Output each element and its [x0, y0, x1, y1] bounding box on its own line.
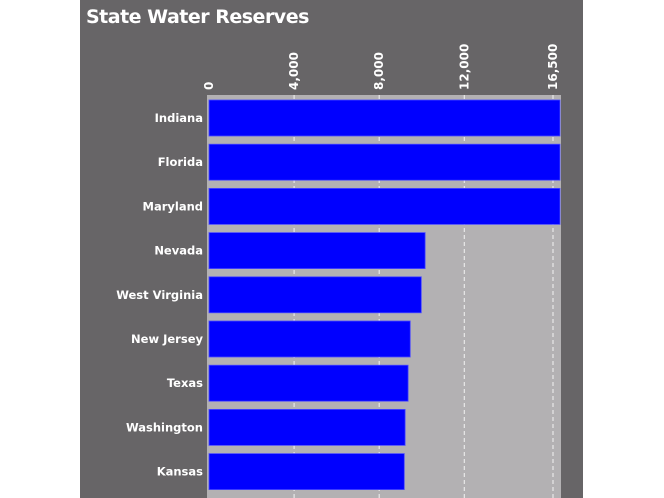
bar-kansas: [208, 453, 405, 491]
bar-west-virginia: [208, 276, 422, 314]
category-label: Florida: [158, 155, 203, 169]
x-tick-label: 0: [202, 82, 216, 90]
category-label: Kansas: [157, 465, 203, 479]
bar-new-jersey: [208, 320, 411, 358]
x-tick-label: 16,500: [546, 44, 560, 90]
category-label: Nevada: [154, 244, 203, 258]
category-label: Maryland: [143, 199, 204, 213]
bar-florida: [208, 143, 561, 181]
x-tick-label: 4,000: [287, 52, 301, 90]
category-label: Indiana: [155, 111, 203, 125]
category-label: Texas: [167, 376, 203, 390]
x-tick-label: 12,000: [457, 44, 471, 90]
bar-washington: [208, 408, 406, 446]
category-label: West Virginia: [116, 288, 203, 302]
bar-nevada: [208, 232, 426, 270]
bar-texas: [208, 364, 409, 402]
chart-title: State Water Reserves: [86, 6, 309, 28]
x-tick-label: 8,000: [372, 52, 386, 90]
bar-maryland: [208, 187, 561, 225]
bar-indiana: [208, 99, 561, 137]
category-label: Washington: [126, 420, 203, 434]
category-label: New Jersey: [131, 332, 203, 346]
